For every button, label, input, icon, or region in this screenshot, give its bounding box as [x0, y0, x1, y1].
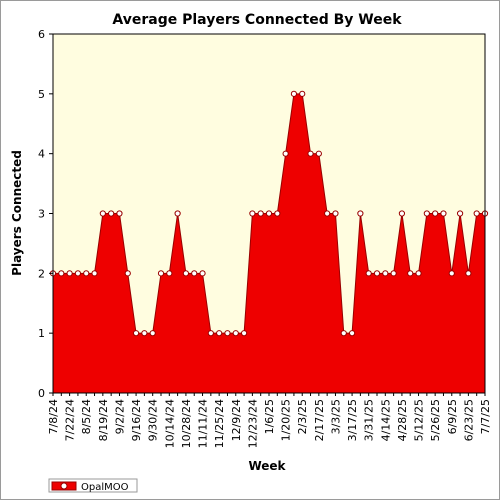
data-point — [299, 90, 306, 97]
y-tick-label: 0 — [38, 387, 45, 400]
data-point — [448, 270, 455, 277]
x-tick-label: 9/2/24 — [113, 399, 126, 434]
x-tick-label: 11/11/24 — [197, 399, 210, 448]
x-tick-label: 8/19/24 — [97, 399, 110, 441]
data-point — [315, 150, 322, 157]
data-point — [149, 330, 156, 337]
x-tick-label: 3/17/25 — [346, 399, 359, 441]
data-point — [66, 270, 73, 277]
data-point — [108, 210, 115, 217]
x-tick-label: 5/12/25 — [413, 399, 426, 441]
data-point — [465, 270, 472, 277]
data-point — [232, 330, 239, 337]
y-tick-label: 4 — [38, 148, 45, 161]
y-tick-label: 1 — [38, 327, 45, 340]
data-point — [407, 270, 414, 277]
x-tick-label: 1/6/25 — [263, 399, 276, 434]
data-point — [324, 210, 331, 217]
legend-label-opalmoo: OpalMOO — [81, 482, 129, 493]
data-point — [216, 330, 223, 337]
x-tick-label: 11/25/24 — [213, 399, 226, 448]
series-area-opalmoo — [53, 93, 485, 393]
data-point — [357, 210, 364, 217]
data-point — [249, 210, 256, 217]
x-tick-label: 7/7/25 — [479, 399, 492, 434]
x-tick-label: 9/30/24 — [147, 399, 160, 441]
data-point — [91, 270, 98, 277]
data-point — [332, 210, 339, 217]
data-point — [74, 270, 82, 277]
data-point — [99, 210, 106, 217]
data-point — [224, 330, 231, 337]
x-tick-label: 2/17/25 — [313, 399, 326, 441]
x-tick-label: 8/5/24 — [80, 399, 93, 434]
x-tick-label: 4/14/25 — [379, 399, 392, 441]
x-tick-label: 12/9/24 — [230, 399, 243, 441]
data-point — [191, 270, 198, 277]
legend: OpalMOO — [48, 478, 138, 493]
x-tick-label: 6/9/25 — [446, 399, 459, 434]
data-point — [157, 270, 165, 277]
data-point — [340, 330, 347, 337]
x-tick-label: 3/31/25 — [363, 399, 376, 441]
x-tick-label: 5/26/25 — [429, 399, 442, 441]
x-tick-label: 10/14/24 — [163, 399, 176, 448]
data-point — [440, 210, 447, 217]
data-point — [141, 330, 148, 337]
x-tick-label: 2/3/25 — [296, 399, 309, 434]
data-point — [390, 270, 397, 277]
x-tick-label: 3/3/25 — [329, 399, 342, 434]
data-point — [257, 210, 264, 217]
chart-title: Average Players Connected By Week — [112, 12, 402, 28]
data-point — [398, 210, 406, 217]
data-point — [423, 210, 430, 217]
x-tick-label: 12/23/24 — [246, 399, 259, 448]
y-axis: 0 1 2 3 4 5 6 — [38, 28, 53, 400]
data-point — [132, 330, 140, 337]
x-tick-label: 7/22/24 — [64, 399, 77, 441]
x-tick-label: 4/28/25 — [396, 399, 409, 441]
data-point — [124, 270, 131, 277]
data-point — [373, 270, 381, 277]
y-tick-label: 6 — [38, 28, 45, 41]
data-point — [240, 330, 248, 337]
y-tick-label: 3 — [38, 208, 45, 221]
data-point — [274, 210, 281, 217]
data-point — [365, 270, 372, 277]
data-point — [290, 90, 298, 97]
data-point — [307, 150, 314, 157]
x-tick-label: 6/23/25 — [462, 399, 475, 441]
x-tick-label: 9/16/24 — [130, 399, 143, 441]
y-tick-label: 2 — [38, 267, 45, 280]
data-point — [282, 150, 289, 157]
x-tick-label: 10/28/24 — [180, 399, 193, 448]
data-point — [432, 210, 439, 217]
y-axis-label: Players Connected — [10, 150, 24, 276]
x-tick-label: 1/20/25 — [280, 399, 293, 441]
legend-marker — [60, 482, 68, 490]
x-tick-label: 7/8/24 — [47, 399, 60, 434]
data-point — [182, 270, 190, 277]
data-point — [382, 270, 389, 277]
data-point — [456, 210, 464, 217]
data-point — [265, 210, 273, 217]
x-axis-label: Week — [248, 459, 286, 473]
x-axis: 7/8/24 7/22/24 8/5/24 8/19/24 9/2/24 9/16/24 9… — [47, 393, 492, 448]
data-point — [415, 270, 422, 277]
data-point — [348, 330, 356, 337]
data-point — [207, 330, 214, 337]
data-point — [116, 210, 123, 217]
data-point — [473, 210, 480, 217]
data-point — [58, 270, 65, 277]
data-point — [166, 270, 173, 277]
data-point — [174, 210, 181, 217]
data-point — [199, 270, 206, 277]
data-point — [83, 270, 90, 277]
y-tick-label: 5 — [38, 88, 45, 101]
